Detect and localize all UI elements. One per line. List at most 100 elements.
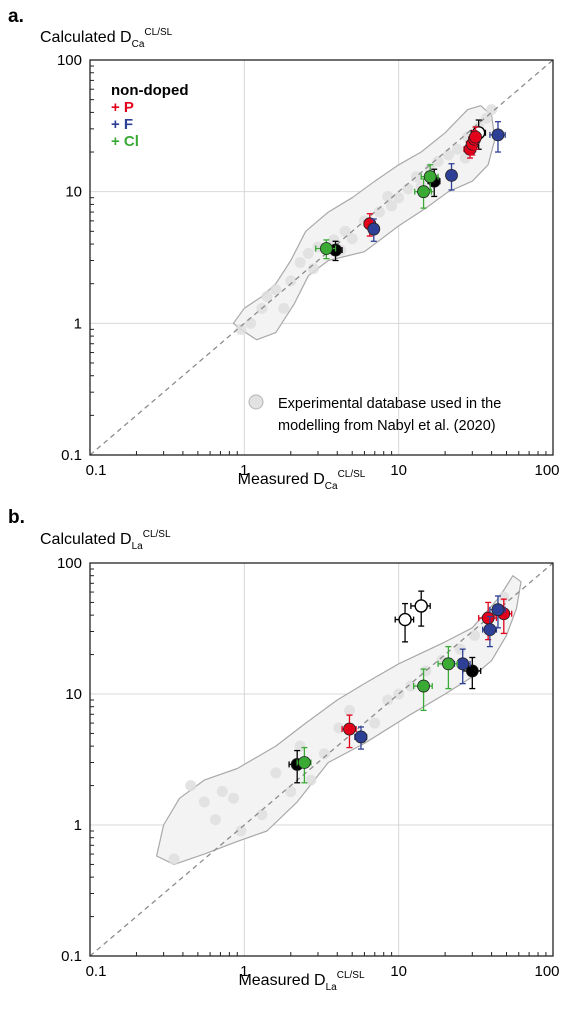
database-point: [256, 809, 268, 821]
database-legend-marker: [248, 394, 264, 410]
y-tick-label: 100: [57, 555, 82, 572]
database-point: [328, 234, 340, 246]
database-point: [486, 104, 498, 116]
chart-panel-1: a. Calculated DCaCL/SL 0.10.1 1 1 10 10 100 100 M…: [8, 6, 560, 492]
database-point: [216, 786, 228, 798]
x-tick-label: 1: [240, 963, 248, 980]
database-point: [346, 233, 358, 245]
one-to-one-line: [89, 59, 554, 456]
data-point: [491, 128, 505, 142]
panel-letter: a.: [8, 6, 24, 27]
database-legend-text: Experimental database used in the: [278, 396, 501, 412]
legend-entry: + F: [111, 116, 133, 133]
database-point: [369, 717, 381, 729]
database-point: [285, 786, 297, 798]
database-point: [278, 302, 290, 314]
data-point: [417, 679, 430, 693]
series--cl: [296, 645, 458, 784]
database-point: [382, 694, 394, 706]
y-axis-label: Calculated DCaCL/SL: [40, 27, 173, 50]
database-point: [285, 275, 297, 287]
database-legend-text: modelling from Nabyl et al. (2020): [278, 418, 496, 434]
database-point: [442, 149, 454, 161]
legend-title: non-doped: [111, 82, 188, 99]
database-point: [339, 225, 351, 237]
database-point: [270, 284, 282, 296]
database-point: [307, 263, 319, 275]
panel-letter: b.: [8, 507, 25, 528]
database-point: [432, 155, 444, 167]
y-tick-label: 100: [57, 52, 82, 69]
database-point: [333, 722, 345, 734]
legend-entry: + Cl: [111, 133, 139, 150]
y-axis-label: Calculated DLaCL/SL: [40, 529, 171, 552]
database-point: [469, 629, 481, 641]
database-point: [343, 704, 355, 716]
x-tick-label: 1: [240, 462, 248, 479]
y-tick-label: 10: [65, 184, 82, 201]
x-tick-label: 0.1: [86, 462, 107, 479]
database-point: [185, 780, 197, 792]
series--f: [367, 121, 506, 242]
y-tick-label: 1: [74, 817, 82, 834]
database-point: [270, 767, 282, 779]
database-point: [386, 200, 398, 212]
data-point: [297, 756, 311, 769]
x-tick-label: 10: [390, 963, 407, 980]
database-point: [235, 825, 247, 837]
legend: non-doped+ P+ F+ Cl: [111, 82, 188, 150]
data-point: [456, 657, 470, 671]
database-point: [318, 748, 330, 760]
database-point: [393, 192, 405, 204]
y-tick-label: 0.1: [61, 948, 82, 965]
one-to-one-line: [89, 562, 554, 957]
x-tick-label: 0.1: [86, 963, 107, 980]
database-point: [382, 190, 394, 202]
database-point: [480, 112, 492, 124]
data-point: [481, 611, 495, 625]
data-point: [465, 664, 479, 678]
series--p: [363, 126, 482, 237]
x-tick-label: 100: [534, 462, 559, 479]
database-point: [235, 323, 247, 335]
database-envelope: [156, 575, 522, 866]
data-point: [414, 599, 428, 613]
database-point: [451, 143, 463, 155]
plot-frame: [89, 59, 554, 456]
database-point: [302, 247, 314, 259]
database-point: [168, 853, 180, 865]
database-point: [305, 774, 317, 786]
database-point: [261, 290, 273, 302]
database-point: [198, 796, 210, 808]
series-non-doped: [288, 590, 482, 784]
legend-entry: + P: [111, 99, 134, 116]
x-axis-label: Measured DCaCL/SL: [238, 469, 366, 492]
data-point: [343, 722, 356, 736]
database-point: [209, 814, 221, 826]
data-point: [469, 130, 482, 144]
database-point: [227, 792, 239, 804]
chart-panel-2: b. Calculated DLaCL/SL 0.10.1 1 1 10 10 100 100 M…: [8, 507, 560, 993]
data-point: [319, 242, 333, 255]
data-point: [398, 612, 412, 627]
x-tick-label: 100: [534, 963, 559, 980]
data-point: [491, 603, 505, 617]
database-point: [294, 740, 306, 752]
series--f: [354, 595, 506, 750]
database-legend: Experimental database used in the modelli…: [248, 394, 501, 434]
x-axis-label: Measured DLaCL/SL: [238, 970, 365, 993]
x-tick-label: 10: [390, 462, 407, 479]
database-point: [402, 183, 414, 195]
data-point: [423, 170, 437, 184]
y-tick-label: 10: [65, 686, 82, 703]
database-point: [373, 206, 385, 218]
database-point: [245, 317, 257, 329]
database-point: [294, 256, 306, 268]
data-point: [367, 222, 381, 236]
data-point: [441, 657, 455, 671]
y-tick-label: 1: [74, 315, 82, 332]
data-point: [354, 730, 368, 744]
y-tick-label: 0.1: [61, 447, 82, 464]
plot-frame: [89, 562, 554, 957]
